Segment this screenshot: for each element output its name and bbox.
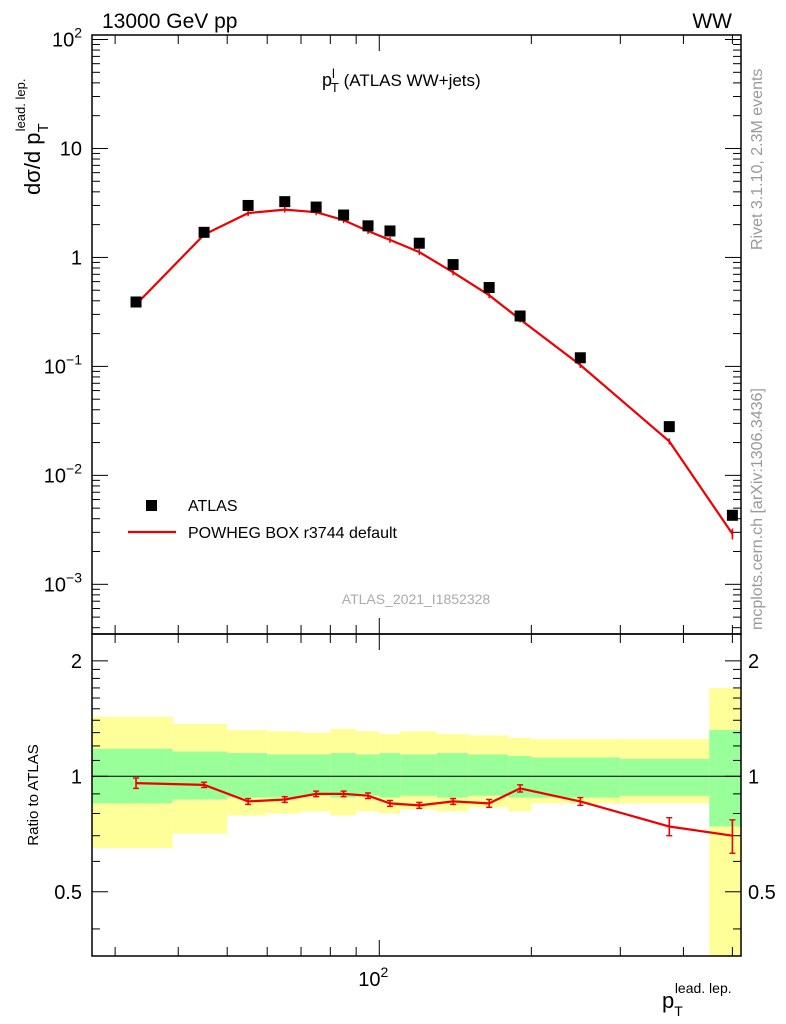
ratio-uncertainty-bands — [92, 687, 741, 956]
legend-marker-atlas — [146, 500, 157, 511]
main-y-tick-label: 1 — [71, 247, 82, 269]
process-label: WW — [692, 10, 732, 33]
ratio-plot-frame — [91, 633, 742, 957]
legend-label-atlas: ATLAS — [188, 498, 238, 515]
ratio-plot-panel: 0.5 0.5 1 1 2 2 102 Ratio to ATLAS pTlead. le… — [25, 633, 776, 1019]
mcplots-label: mcplots.cern.ch [arXiv:1306.3436] — [749, 388, 766, 630]
energy-label: 13000 GeV pp — [102, 10, 237, 33]
data-point — [279, 196, 291, 208]
ratio-inner-band — [468, 754, 509, 796]
ratio-inner-band — [227, 753, 268, 798]
data-point — [663, 421, 675, 433]
ratio-y-tick-label-right: 2 — [748, 651, 759, 673]
ratio-inner-band — [709, 730, 741, 827]
data-point — [514, 310, 526, 322]
data-point — [362, 220, 374, 232]
main-x-axis — [114, 35, 733, 634]
ratio-inner-band — [301, 754, 331, 796]
main-y-tick-label: 10−3 — [44, 569, 82, 596]
data-point — [130, 296, 142, 308]
ratio-inner-band — [620, 758, 710, 796]
data-point — [338, 209, 350, 221]
x-tick-label: 102 — [358, 964, 388, 991]
ratio-y-axis-label: Ratio to ATLAS — [25, 744, 42, 845]
legend-label-powheg: POWHEG BOX r3744 default — [188, 525, 398, 542]
main-plot-panel: 10−3 10−2 10−1 1 10 102 pl T (ATLAS WW+jets) d… — [13, 25, 742, 635]
main-title: pl T (ATLAS WW+jets) — [322, 66, 481, 95]
mc-prediction-line — [135, 208, 734, 535]
ratio-inner-band — [531, 757, 621, 798]
x-axis-label: pTlead. lep. — [662, 980, 732, 1019]
ratio-y-tick-label: 2 — [71, 651, 82, 673]
main-y-axis-label: dσ/d pTlead. lep. — [13, 79, 52, 195]
main-y-tick-label: 10−2 — [44, 460, 82, 487]
ratio-inner-band — [379, 753, 401, 798]
ratio-y-tick-label-right: 1 — [748, 766, 759, 788]
data-point — [413, 237, 425, 249]
main-plot-content — [130, 196, 738, 540]
ratio-inner-band — [436, 753, 469, 798]
main-y-tick-label: 10 — [60, 138, 82, 160]
data-point — [242, 199, 254, 211]
ratio-x-axis: 102 — [114, 634, 733, 991]
rivet-version-label: Rivet 3.1.10, 2.3M events — [749, 69, 766, 250]
main-y-tick-label: 102 — [52, 25, 82, 52]
main-plot-frame — [91, 34, 742, 635]
data-point — [483, 281, 495, 293]
ratio-inner-band — [330, 753, 357, 798]
main-y-axis: 10−3 10−2 10−1 1 10 102 — [44, 25, 741, 629]
data-point — [447, 259, 459, 271]
data-point — [198, 226, 210, 238]
ratio-y-axis: 0.5 0.5 1 1 2 2 — [54, 651, 776, 930]
ratio-y-tick-label-right: 0.5 — [748, 882, 776, 904]
ratio-y-tick-label: 1 — [71, 766, 82, 788]
legend: ATLAS POWHEG BOX r3744 default — [128, 498, 398, 542]
ratio-plot-content — [133, 777, 736, 854]
ratio-inner-band — [356, 754, 380, 796]
data-point — [310, 201, 322, 213]
analysis-id-watermark: ATLAS_2021_I1852328 — [342, 591, 491, 607]
svg-text:dσ/d pTlead. lep.: dσ/d pTlead. lep. — [13, 79, 52, 195]
ratio-inner-band — [400, 754, 437, 796]
data-point — [574, 352, 586, 364]
main-y-tick-label: 10−1 — [44, 351, 82, 378]
data-point — [384, 225, 396, 237]
ratio-y-tick-label: 0.5 — [54, 882, 82, 904]
data-point — [726, 509, 738, 521]
ratio-inner-band — [172, 751, 228, 800]
